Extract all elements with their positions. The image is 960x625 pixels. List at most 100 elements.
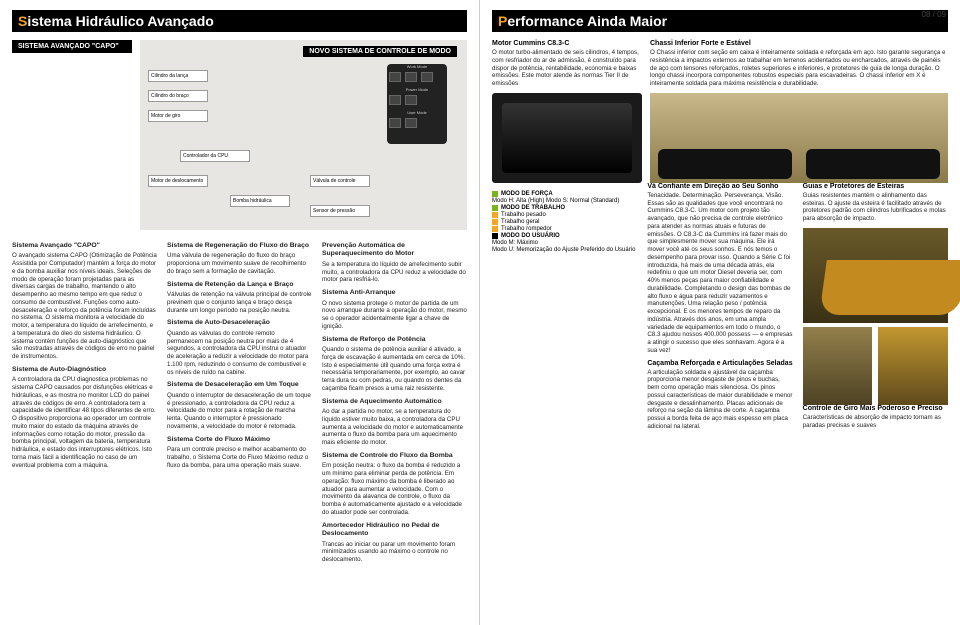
- legend-t: Modo M: Máximo: [492, 240, 538, 246]
- diag-box: Cilindro da lança: [148, 70, 208, 82]
- sq-icon: [492, 191, 498, 197]
- right-mid: MODO DE FORÇA Modo H: Alta (High) Modo S…: [492, 183, 948, 436]
- engine-h: Motor Cummins C8.3-C: [492, 40, 642, 47]
- engine-block: Motor Cummins C8.3-C O motor turbo-alime…: [492, 40, 642, 183]
- control-panel: Work Mode Power Mode User Mode: [387, 64, 447, 144]
- left-top-grid: SISTEMA AVANÇADO "CAPO" NOVO SISTEMA DE …: [12, 40, 467, 230]
- h-capo: Sistema Avançado "CAPO": [12, 242, 157, 250]
- dream-h: Vá Confiante em Direção ao Seu Sonho: [647, 183, 792, 190]
- diag-box: Controlador da CPU: [180, 150, 250, 162]
- diagram-title: NOVO SISTEMA DE CONTROLE DE MODO: [303, 46, 457, 57]
- legend-t: Trabalho rompedor: [501, 226, 552, 232]
- legend-t: Modo H: Alta (High) Modo S: Normal (Stan…: [492, 198, 619, 204]
- p: A controladora da CPU diagnostica proble…: [12, 376, 157, 469]
- guias-h: Guias e Protetores de Esteiras: [803, 183, 948, 190]
- diag-box: Sensor de pressão: [310, 205, 370, 217]
- chassis-block: Chassi Inferior Forte e Estável O Chassi…: [650, 40, 948, 183]
- left-page: Sistema Hidráulico Avançado SISTEMA AVAN…: [0, 0, 480, 625]
- legend-h: MODO DO USUÁRIO: [501, 233, 560, 239]
- p: Válvulas de retenção na válvula principa…: [167, 291, 312, 314]
- chassis-h: Chassi Inferior Forte e Estável: [650, 40, 948, 47]
- guias-p: Guias resistentes mantém o alinhamento d…: [803, 192, 948, 223]
- h: Sistema de Reforço de Potência: [322, 336, 467, 344]
- left-col-1: Sistema Avançado "CAPO" O avançado siste…: [12, 238, 157, 569]
- h-autodiag: Sistema de Auto-Diagnóstico: [12, 366, 157, 374]
- left-col-2: Sistema de Regeneração do Fluxo do Braço…: [167, 238, 312, 569]
- panel-btn: [389, 72, 401, 82]
- swing-image: [878, 327, 948, 405]
- diag-box: Válvula de controle: [310, 175, 370, 187]
- diag-box: Motor de deslocamento: [148, 175, 208, 187]
- h: Sistema de Retenção da Lança e Braço: [167, 281, 312, 289]
- sq-icon: [492, 219, 498, 225]
- diag-box: Bomba hidráulica: [230, 195, 290, 207]
- panel-btn: [405, 95, 417, 105]
- h: Sistema de Controle do Fluxo da Bomba: [322, 452, 467, 460]
- bucket-p: A articulação soldada e ajustável da caç…: [647, 369, 792, 431]
- p: O avançado sistema CAPO (Otimização de P…: [12, 252, 157, 361]
- sq-icon: [492, 212, 498, 218]
- giro-h: Controle de Giro Mais Poderoso e Preciso: [803, 405, 948, 412]
- dream-p: Tenacidade. Determinação. Perseverança. …: [647, 192, 792, 355]
- bucket-image: [803, 228, 948, 323]
- sq-icon: [492, 205, 498, 211]
- legend-t: Trabalho geral: [501, 219, 539, 225]
- p: Trancas ao iniciar ou parar um movimento…: [322, 541, 467, 564]
- low-images: [803, 327, 948, 405]
- track-guide-image: [803, 327, 873, 405]
- panel-work-label: Work Mode: [387, 64, 447, 69]
- diag-box: Cilindro do braço: [148, 90, 208, 102]
- panel-btn: [389, 95, 401, 105]
- right-col-1: MODO DE FORÇA Modo H: Alta (High) Modo S…: [492, 183, 637, 436]
- page-number: 08 / 09: [922, 10, 946, 19]
- bucket-h: Caçamba Reforçada e Articulações Seladas: [647, 360, 792, 367]
- capo-label: SISTEMA AVANÇADO "CAPO": [12, 40, 132, 53]
- p: Quando o sistema de potência auxiliar é …: [322, 346, 467, 393]
- chassis-p: O Chassi inferior com seção em caixa é i…: [650, 49, 948, 88]
- diag-box: Motor de giro: [148, 110, 208, 122]
- right-top: Motor Cummins C8.3-C O motor turbo-alime…: [492, 40, 948, 183]
- h: Sistema Corte do Fluxo Máximo: [167, 436, 312, 444]
- panel-btn: [389, 118, 401, 128]
- right-col-3: Guias e Protetores de Esteiras Guias res…: [803, 183, 948, 436]
- panel-power-label: Power Mode: [387, 87, 447, 92]
- left-title-cap: S: [18, 13, 27, 29]
- h: Prevenção Automática de Superaquecimento…: [322, 242, 467, 259]
- p: Uma válvula de regeneração do fluxo do b…: [167, 252, 312, 275]
- legend-t: Trabalho pesado: [501, 212, 546, 218]
- right-title-cap: P: [498, 13, 507, 29]
- p: Ao dar a partida no motor, se a temperat…: [322, 408, 467, 447]
- sq-icon: [492, 233, 498, 239]
- engine-image: [492, 93, 642, 183]
- p: Para um controle preciso e melhor acabam…: [167, 446, 312, 469]
- h: Sistema de Aquecimento Automático: [322, 398, 467, 406]
- panel-btn: [405, 72, 417, 82]
- legend-h: MODO DE TRABALHO: [501, 205, 565, 211]
- h: Sistema Anti-Arranque: [322, 289, 467, 297]
- h: Sistema de Regeneração do Fluxo do Braço: [167, 242, 312, 250]
- left-col-3: Prevenção Automática de Superaquecimento…: [322, 238, 467, 569]
- capo-label-wrap: SISTEMA AVANÇADO "CAPO": [12, 40, 132, 230]
- chassis-image: [650, 93, 948, 183]
- sq-icon: [492, 226, 498, 232]
- left-title: Sistema Hidráulico Avançado: [12, 10, 467, 32]
- right-title-rest: erformance Ainda Maior: [507, 13, 667, 29]
- engine-p: O motor turbo-alimentado de seis cilindr…: [492, 49, 642, 88]
- p: Se a temperatura do líquido de arrefecim…: [322, 261, 467, 284]
- p: Quando as válvulas do controle remoto pe…: [167, 330, 312, 377]
- h: Sistema de Auto-Desaceleração: [167, 319, 312, 327]
- panel-btn: [405, 118, 417, 128]
- right-title: Performance Ainda Maior: [492, 10, 948, 32]
- right-page: Performance Ainda Maior 08 / 09 Motor Cu…: [480, 0, 960, 625]
- legend-h: MODO DE FORÇA: [501, 191, 553, 197]
- panel-user-label: User Mode: [387, 110, 447, 115]
- p: Quando o interruptor de desaceleração de…: [167, 392, 312, 431]
- h: Sistema de Desaceleração em Um Toque: [167, 381, 312, 389]
- p: O novo sistema protege o motor de partid…: [322, 300, 467, 331]
- panel-btn: [421, 72, 433, 82]
- mode-legend: MODO DE FORÇA Modo H: Alta (High) Modo S…: [492, 191, 637, 253]
- right-col-2: Vá Confiante em Direção ao Seu Sonho Ten…: [647, 183, 792, 436]
- legend-t: Modo U: Memorização do Ajuste Preferido …: [492, 247, 635, 253]
- mode-diagram: NOVO SISTEMA DE CONTROLE DE MODO Work Mo…: [140, 40, 467, 230]
- h: Amortecedor Hidráulico no Pedal de Deslo…: [322, 522, 467, 539]
